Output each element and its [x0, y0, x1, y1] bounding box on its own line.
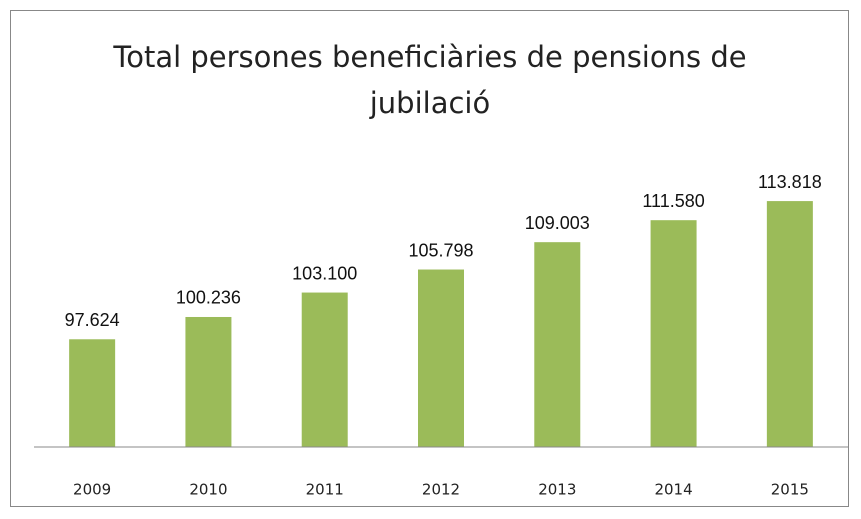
chart-title: Total persones beneficiàries de pensions…: [113, 40, 747, 120]
bar: [185, 316, 232, 447]
data-label: 113.818: [758, 172, 822, 192]
x-tick-label: 2011: [306, 481, 344, 499]
bar: [69, 339, 116, 447]
data-label: 109.003: [525, 213, 590, 233]
x-tick-label: 2013: [538, 481, 576, 499]
x-tick-label: 2010: [189, 481, 227, 499]
data-label: 103.100: [292, 263, 357, 283]
data-label: 105.798: [408, 240, 473, 260]
bar: [418, 269, 464, 447]
bar: [650, 220, 697, 447]
chart-frame: [10, 10, 849, 507]
x-tick-label: 2012: [422, 481, 460, 499]
data-label: 100.236: [176, 288, 241, 308]
data-label: 97.624: [65, 310, 120, 330]
x-tick-label: 2015: [771, 481, 809, 499]
x-tick-label: 2014: [654, 481, 692, 499]
data-label: 111.580: [642, 191, 704, 211]
bar: [301, 292, 348, 447]
bar: [534, 242, 581, 447]
x-tick-label: 2009: [73, 481, 111, 499]
bar: [766, 201, 813, 447]
